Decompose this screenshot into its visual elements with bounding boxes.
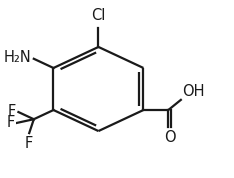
Text: Cl: Cl [91,8,106,23]
Text: F: F [8,104,16,119]
Text: H₂N: H₂N [4,50,32,65]
Text: F: F [6,116,15,130]
Text: F: F [25,136,33,151]
Text: O: O [164,130,176,145]
Text: OH: OH [182,84,205,99]
